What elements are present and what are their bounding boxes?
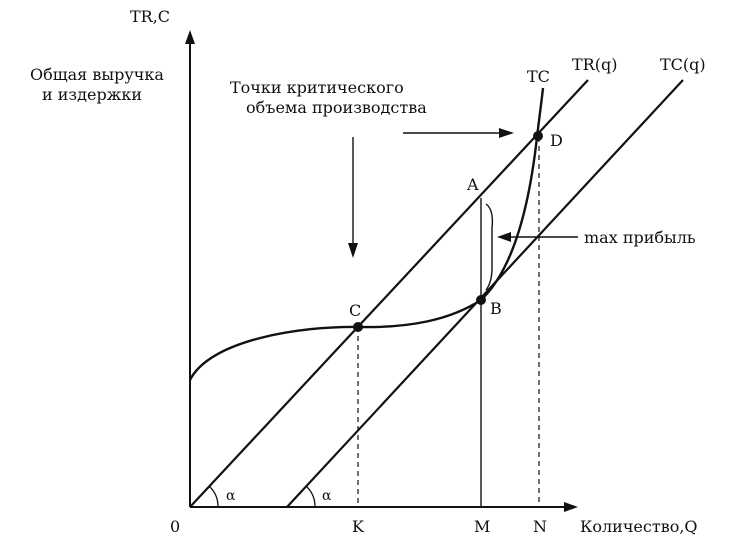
arrow-max-profit-head bbox=[497, 232, 511, 242]
tick-n-label: N bbox=[533, 517, 547, 536]
origin-label: 0 bbox=[170, 517, 180, 536]
point-c-label: C bbox=[349, 301, 361, 320]
tc-curve bbox=[188, 87, 545, 381]
arrow-to-c-head bbox=[348, 243, 358, 258]
tick-k-label: K bbox=[352, 517, 365, 536]
point-c-marker bbox=[353, 322, 363, 332]
critical-volume-line1: Точки критического bbox=[230, 78, 404, 97]
point-d-label: D bbox=[550, 131, 563, 150]
tc-line-label: TC(q) bbox=[660, 55, 706, 74]
angle-arc-2 bbox=[305, 485, 316, 508]
arrow-to-d-head bbox=[499, 128, 514, 138]
y-axis-label: TR,C bbox=[130, 7, 170, 26]
y-axis-caption-line1: Общая выручка bbox=[30, 65, 164, 84]
profit-brace bbox=[485, 203, 494, 291]
y-axis-caption-line2: и издержки bbox=[42, 85, 142, 104]
angle-alpha-1: α bbox=[226, 488, 236, 504]
point-b-label: B bbox=[490, 299, 502, 318]
angle-alpha-2: α bbox=[322, 488, 332, 504]
y-axis-arrow bbox=[185, 30, 195, 44]
critical-volume-line2: объема производства bbox=[246, 98, 427, 117]
max-profit-label: max прибыль bbox=[584, 228, 696, 247]
tc-line bbox=[286, 79, 684, 508]
angle-arc-1 bbox=[208, 485, 219, 508]
point-d-marker bbox=[533, 131, 543, 141]
tr-line-label: TR(q) bbox=[572, 55, 617, 74]
tick-m-label: M bbox=[474, 517, 490, 536]
x-axis-arrow bbox=[564, 502, 578, 512]
point-a-label: A bbox=[466, 175, 479, 194]
tc-curve-label: TC bbox=[527, 67, 550, 86]
x-axis-label: Количество,Q bbox=[580, 517, 698, 536]
tr-line bbox=[189, 79, 589, 508]
point-b-marker bbox=[476, 295, 486, 305]
